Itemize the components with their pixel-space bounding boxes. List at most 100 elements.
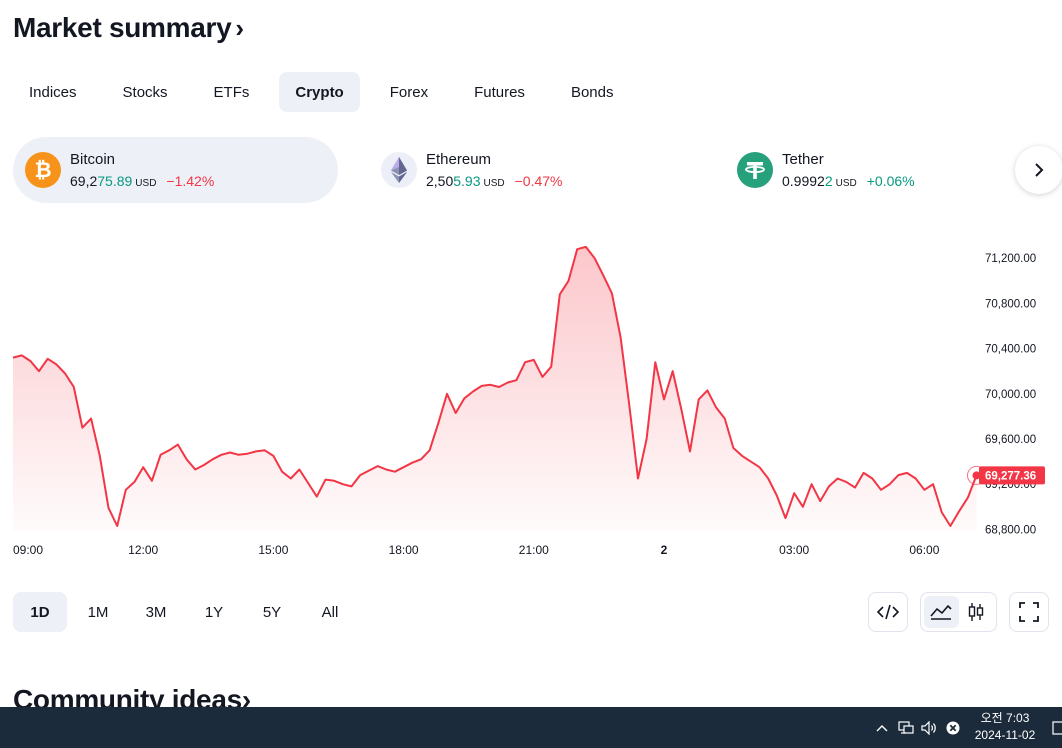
tab-futures[interactable]: Futures <box>474 83 525 101</box>
volume-button[interactable] <box>920 707 938 748</box>
y-tick-label: 68,800.00 <box>985 524 1036 536</box>
ticker-ethereum[interactable]: Ethereum 2,505.93 USD −0.47% <box>369 137 563 203</box>
tab-etfs[interactable]: ETFs <box>213 83 250 101</box>
x-tick-label: 2 <box>661 543 668 557</box>
range-3m-button[interactable]: 3M <box>145 603 167 621</box>
range-1d-button[interactable]: 1D <box>13 592 67 632</box>
chart-style-toggle <box>920 592 997 632</box>
price-chart[interactable]: 09:00 12:00 15:00 18:00 21:00 2 03:00 06:00 71,… <box>0 215 1062 560</box>
x-tick-label: 15:00 <box>258 543 288 557</box>
ethereum-icon <box>381 152 417 188</box>
y-tick-label: 70,400.00 <box>985 344 1036 356</box>
tab-bonds[interactable]: Bonds <box>570 83 614 101</box>
ticker-price: 0.99922 <box>782 173 833 189</box>
area-chart-icon[interactable] <box>930 603 952 621</box>
candlestick-chart-button[interactable] <box>959 596 994 628</box>
ticker-tether-info: Tether 0.99922 USD +0.06% <box>782 151 915 189</box>
tab-forex[interactable]: Forex <box>389 83 429 101</box>
x-tick-label: 09:00 <box>13 543 43 557</box>
ticker-ethereum-info: Ethereum 2,505.93 USD −0.47% <box>426 151 563 189</box>
svg-text:₿: ₿ <box>34 158 51 182</box>
current-price-tag <box>979 466 1045 485</box>
ticker-quote: 2,505.93 USD −0.47% <box>426 173 563 189</box>
fullscreen-icon[interactable] <box>1019 602 1039 622</box>
fullscreen-button[interactable] <box>1009 592 1049 632</box>
x-tick-label: 06:00 <box>909 543 939 557</box>
show-hidden-icons-button[interactable] <box>874 707 890 748</box>
code-icon[interactable] <box>877 603 899 621</box>
tab-stocks[interactable]: Stocks <box>122 83 168 101</box>
bitcoin-icon: ₿ <box>25 152 61 188</box>
chart-area-fill <box>13 246 977 531</box>
ticker-name: Tether <box>782 151 824 168</box>
ticker-price: 69,275.89 <box>70 173 132 189</box>
tab-indices[interactable]: Indices <box>29 83 77 101</box>
y-tick-label: 71,200.00 <box>985 253 1036 265</box>
price-highlight: 5.93 <box>453 173 481 189</box>
speaker-icon[interactable] <box>921 720 937 735</box>
y-axis: 71,200.00 70,800.00 70,400.00 70,000.00 69,6… <box>985 253 1036 536</box>
ticker-bitcoin-info: Bitcoin 69,275.89 USD −1.42% <box>70 151 214 189</box>
ticker-name: Bitcoin <box>70 151 116 168</box>
close-circle-icon[interactable] <box>946 721 960 735</box>
ticker-carousel: ₿ Bitcoin 69,275.89 USD −1.42% <box>13 137 1013 203</box>
ticker-change: +0.06% <box>866 173 915 189</box>
chevron-right-icon[interactable]: › <box>241 684 251 715</box>
ticker-quote: 0.99922 USD +0.06% <box>782 173 915 189</box>
ticker-price: 2,505.93 <box>426 173 481 189</box>
clock-time: 오전 7:03 <box>980 711 1030 725</box>
y-tick-label: 70,800.00 <box>985 298 1036 310</box>
price-main: 0.9992 <box>782 173 825 189</box>
currency-label: USD <box>135 178 157 189</box>
range-1y-button[interactable]: 1Y <box>204 603 224 621</box>
status-button[interactable] <box>944 707 962 748</box>
currency-label: USD <box>483 178 505 189</box>
ticker-name: Ethereum <box>426 151 492 168</box>
taskbar-clock[interactable]: 오전 7:03 2024-11-02 <box>966 710 1044 744</box>
price-main: 2,50 <box>426 173 454 189</box>
price-highlight: 75.89 <box>97 173 133 189</box>
current-price-label: 69,277.36 <box>985 470 1036 482</box>
carousel-next-button[interactable] <box>1015 146 1062 194</box>
page-title[interactable]: Market summary <box>13 12 232 43</box>
ticker-change: −1.42% <box>166 173 215 189</box>
price-highlight: 2 <box>824 173 833 189</box>
network-button[interactable] <box>897 707 915 748</box>
clock-date: 2024-11-02 <box>974 728 1036 742</box>
network-icon[interactable] <box>898 720 914 735</box>
ticker-tether[interactable]: Tether 0.99922 USD +0.06% <box>725 137 915 203</box>
chevron-up-icon[interactable] <box>876 724 888 732</box>
current-price-dot <box>972 471 981 480</box>
currency-label: USD <box>835 178 857 189</box>
current-price-marker: 69,277.36 <box>966 465 1045 485</box>
y-tick-label: 69,600.00 <box>985 434 1036 446</box>
tether-icon <box>737 152 773 188</box>
candlestick-icon[interactable] <box>967 602 985 622</box>
range-5y-button[interactable]: 5Y <box>262 603 282 621</box>
range-all-button[interactable]: All <box>321 603 339 621</box>
category-tabs: Indices Stocks ETFs Crypto Forex Futures… <box>13 72 643 112</box>
x-tick-label: 12:00 <box>128 543 158 557</box>
price-main: 69,2 <box>70 173 98 189</box>
x-axis: 09:00 12:00 15:00 18:00 21:00 2 03:00 06:00 <box>13 543 940 557</box>
chevron-right-icon[interactable]: › <box>235 12 244 43</box>
notification-icon[interactable] <box>1052 720 1062 735</box>
x-tick-label: 21:00 <box>519 543 549 557</box>
ticker-bitcoin[interactable]: ₿ Bitcoin 69,275.89 USD −1.42% <box>13 137 338 203</box>
tab-crypto[interactable]: Crypto <box>279 72 360 112</box>
x-tick-label: 03:00 <box>779 543 809 557</box>
range-selector: 1D 1M 3M 1Y 5Y All <box>13 592 361 632</box>
y-tick-label: 70,000.00 <box>985 389 1036 401</box>
ticker-quote: 69,275.89 USD −1.42% <box>70 173 214 189</box>
embed-button[interactable] <box>868 592 908 632</box>
chevron-right-icon[interactable] <box>1031 162 1047 178</box>
range-1m-button[interactable]: 1M <box>87 603 109 621</box>
notification-button[interactable] <box>1052 707 1062 748</box>
x-tick-label: 18:00 <box>389 543 419 557</box>
windows-taskbar: 오전 7:03 2024-11-02 <box>0 707 1062 748</box>
chart-price-line <box>12 245 978 527</box>
market-summary-title[interactable]: Market summary › <box>13 12 244 44</box>
ticker-change: −0.47% <box>514 173 563 189</box>
area-chart-button[interactable] <box>924 596 959 628</box>
